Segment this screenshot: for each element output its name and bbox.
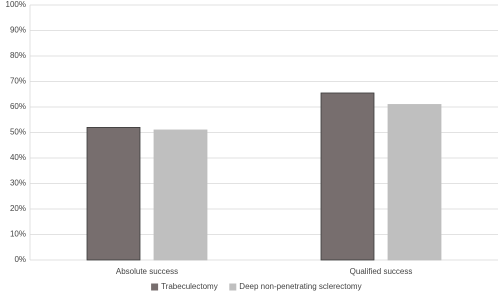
y-tick-label: 70% [10, 77, 26, 86]
bar [153, 129, 208, 261]
y-tick-label: 50% [10, 128, 26, 137]
bar [387, 104, 442, 261]
legend-swatch [229, 283, 237, 291]
y-tick-label: 80% [10, 51, 26, 60]
y-tick-label: 40% [10, 153, 26, 162]
y-tick-label: 10% [10, 230, 26, 239]
y-tick-label: 30% [10, 179, 26, 188]
y-tick-label: 20% [10, 204, 26, 213]
y-tick-label: 90% [10, 26, 26, 35]
legend-label: Trabeculectomy [161, 282, 218, 291]
y-tick-label: 60% [10, 102, 26, 111]
bar [320, 92, 375, 261]
y-tick-label: 100% [6, 0, 26, 9]
y-tick-label: 0% [14, 255, 26, 264]
legend-label: Deep non-penetrating sclerectomy [239, 282, 361, 291]
x-tick-label: Qualified success [350, 267, 413, 276]
x-tick-label: Absolute success [116, 267, 178, 276]
legend-swatch [151, 283, 159, 291]
bar [86, 127, 141, 261]
